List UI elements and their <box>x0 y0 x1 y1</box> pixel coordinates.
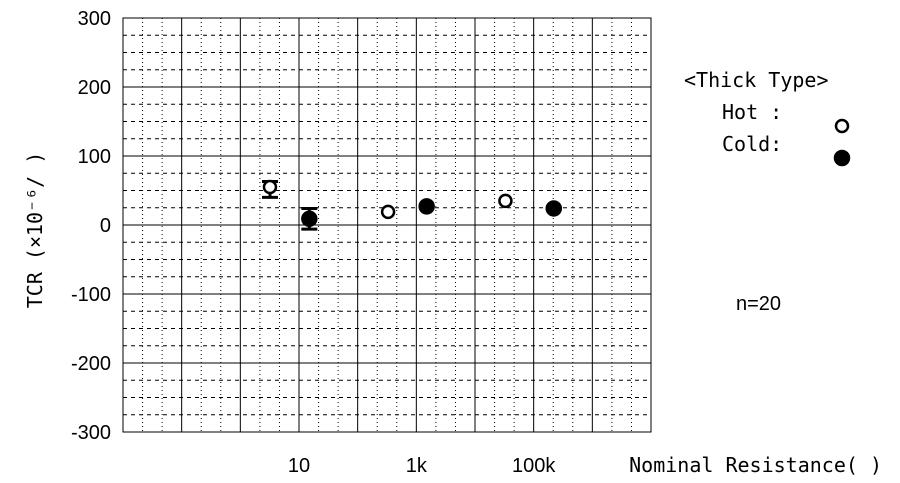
legend-hot-label: Hot : <box>722 100 783 124</box>
y-tick-label: -200 <box>71 353 111 375</box>
legend-hot: Hot : <box>684 96 829 128</box>
sample-size-label: n=20 <box>736 293 782 315</box>
y-tick-labels: 300 200 100 0 -100 -200 -300 <box>71 8 111 444</box>
cold-data-point <box>545 200 563 217</box>
y-tick-label: -300 <box>71 422 111 444</box>
legend-title: <Thick Type> <box>684 68 829 92</box>
legend-cold: Cold: <box>684 128 829 160</box>
legend-cold-marker <box>833 149 851 167</box>
hot-data-point <box>262 179 278 195</box>
cold-data-point <box>418 198 435 215</box>
cold-data-point <box>301 210 318 228</box>
y-tick-label: 300 <box>78 8 111 30</box>
x-axis-label: Nominal Resistance( ) <box>629 453 882 477</box>
legend: <Thick Type> Hot : Cold: <box>684 64 829 160</box>
y-tick-label: -100 <box>71 284 111 306</box>
x-tick-label: 1k <box>406 455 428 477</box>
plot-frame <box>122 17 652 433</box>
y-tick-label: 0 <box>100 215 111 237</box>
x-tick-label: 100k <box>512 455 556 477</box>
legend-hot-marker <box>834 118 850 134</box>
y-tick-label: 200 <box>78 77 111 99</box>
hot-data-point <box>498 193 513 209</box>
data-marks <box>261 179 563 231</box>
y-tick-label: 100 <box>78 146 111 168</box>
y-axis-label: TCR (×10⁻⁶/ ) <box>23 152 47 309</box>
legend-cold-label: Cold: <box>722 132 783 156</box>
x-tick-label: 10 <box>288 455 310 477</box>
major-grid <box>122 17 652 433</box>
x-tick-labels: 10 1k 100k <box>288 455 556 477</box>
hot-data-point <box>380 204 396 220</box>
